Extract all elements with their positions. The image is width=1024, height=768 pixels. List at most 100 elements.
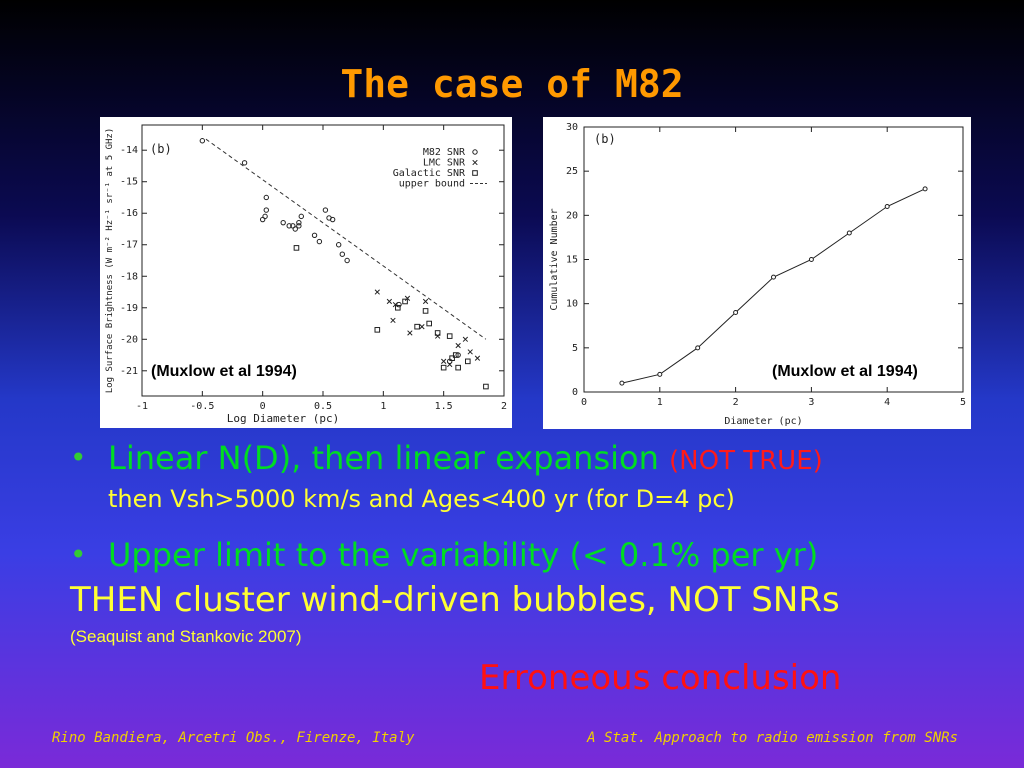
data-point-square <box>455 364 461 371</box>
data-point-x <box>447 361 453 368</box>
upper-bound-line <box>205 138 487 340</box>
data-point-circle <box>259 216 266 223</box>
legend-label: LMC SNR <box>423 158 466 169</box>
data-point-x <box>374 289 380 295</box>
right-chart-citation: (Muxlow et al 1994) <box>769 362 921 382</box>
y-tick-label: -14 <box>120 145 138 156</box>
data-point-square <box>422 308 429 314</box>
x-stroke <box>419 324 425 330</box>
data-point-circle <box>329 216 336 223</box>
data-point-x <box>455 342 461 349</box>
bullet-2-text: Upper limit to the variability (< 0.1% p… <box>108 536 819 574</box>
x-stroke <box>474 355 481 361</box>
data-point-circle <box>396 301 402 308</box>
data-point-x <box>386 298 393 305</box>
plot-frame <box>583 126 964 393</box>
x-stroke <box>447 361 453 368</box>
footer-talk-title: A Stat. Approach to radio emission from … <box>587 730 958 746</box>
slide-title: The case of M82 <box>340 62 684 106</box>
data-point-x <box>419 324 425 330</box>
data-point-square <box>449 355 455 361</box>
data-point <box>922 186 928 192</box>
x-tick-label: 2 <box>501 401 507 412</box>
panel-label: (b) <box>150 142 172 156</box>
x-tick-label: 1 <box>380 401 386 412</box>
data-point-square <box>465 358 471 365</box>
reference-text: (Seaquist and Stankovic 2007) <box>70 627 302 646</box>
verdict-text: Erroneous conclusion <box>479 658 842 698</box>
data-point-circle <box>339 251 346 257</box>
footer-author: Rino Bandiera, Arcetri Obs., Firenze, It… <box>52 730 415 746</box>
data-point <box>884 204 890 209</box>
data-point-circle <box>296 223 302 229</box>
y-axis-label: Log Surface Brightness (W m⁻² Hz⁻¹ sr⁻¹ … <box>105 128 115 394</box>
data-point-circle <box>298 213 304 220</box>
bullet-1-text: Linear N(D), then linear expansion <box>108 439 659 477</box>
data-point-x <box>474 355 481 361</box>
data-point-x <box>390 317 396 324</box>
y-tick-label: -18 <box>120 271 138 282</box>
x-tick-label: -0.5 <box>190 401 214 412</box>
x-tick-label: 4 <box>884 397 890 408</box>
data-point-square <box>440 364 447 371</box>
data-point-x <box>392 301 399 308</box>
bullet-item-2: • Upper limit to the variability (< 0.1%… <box>70 533 1010 577</box>
x-tick-label: 0 <box>581 397 587 408</box>
x-tick-label: 0 <box>260 401 266 412</box>
data-point-circle <box>199 138 206 144</box>
legend-marker-square <box>472 170 478 176</box>
data-point <box>771 274 776 280</box>
data-point-square <box>402 298 408 305</box>
cumulative-number-line <box>621 188 926 384</box>
data-point-circle <box>292 226 298 232</box>
y-tick-label: -21 <box>120 366 138 377</box>
data-point-x <box>441 358 447 364</box>
data-point-square <box>452 352 459 358</box>
x-tick-label: 5 <box>960 397 966 408</box>
x-axis-label: Log Diameter (pc) <box>227 412 340 425</box>
x-stroke <box>404 295 411 301</box>
data-point-circle <box>286 223 292 229</box>
x-axis-label: Diameter (pc) <box>724 416 802 427</box>
x-stroke <box>390 317 396 324</box>
y-tick-label: 15 <box>566 255 578 266</box>
data-point-x <box>407 330 413 336</box>
bullet-1-subtext: then Vsh>5000 km/s and Ages<400 yr (for … <box>108 485 735 513</box>
x-stroke <box>462 336 469 342</box>
legend-marker-x <box>472 159 478 166</box>
data-point <box>619 380 625 386</box>
data-point-square <box>483 383 489 390</box>
data-point-circle <box>263 194 269 201</box>
y-tick-label: -19 <box>120 303 138 314</box>
data-point <box>695 345 701 351</box>
x-tick-label: 3 <box>808 397 814 408</box>
x-stroke <box>455 342 461 349</box>
x-tick-label: 2 <box>733 397 739 408</box>
data-point <box>657 371 663 377</box>
data-point-circle <box>322 207 329 213</box>
data-point-circle <box>344 257 350 264</box>
x-tick-label: 1.5 <box>435 401 453 412</box>
bullet-dot: • <box>70 441 87 474</box>
data-point-circle <box>335 242 342 248</box>
data-point-square <box>395 304 401 311</box>
data-point-x <box>467 349 473 355</box>
y-tick-label: -20 <box>120 334 138 345</box>
data-point-square <box>293 245 300 251</box>
y-tick-label: 30 <box>566 122 578 133</box>
x-stroke <box>434 333 441 339</box>
data-point-circle <box>316 238 323 245</box>
data-point-x <box>434 333 441 339</box>
data-point-x <box>422 298 429 305</box>
left-chart-citation: (Muxlow et al 1994) <box>148 362 300 382</box>
scatter-chart-panel: -1 -0.5 0 0.5 1 1.5 2 -14 -15 -16 -17 -18 -19 -20 -21 L… <box>100 117 512 428</box>
data-point <box>808 257 814 262</box>
data-point-square <box>426 320 432 327</box>
x-tick-label: 0.5 <box>314 401 332 412</box>
data-point-square <box>434 330 441 336</box>
bullet-1-note: (NOT TRUE) <box>669 446 823 476</box>
y-tick-label: 0 <box>572 387 578 398</box>
data-point-square <box>414 323 420 330</box>
bullet-item-1: • Linear N(D), then linear expansion (NO… <box>70 436 1010 515</box>
y-tick-label: 20 <box>566 210 578 221</box>
